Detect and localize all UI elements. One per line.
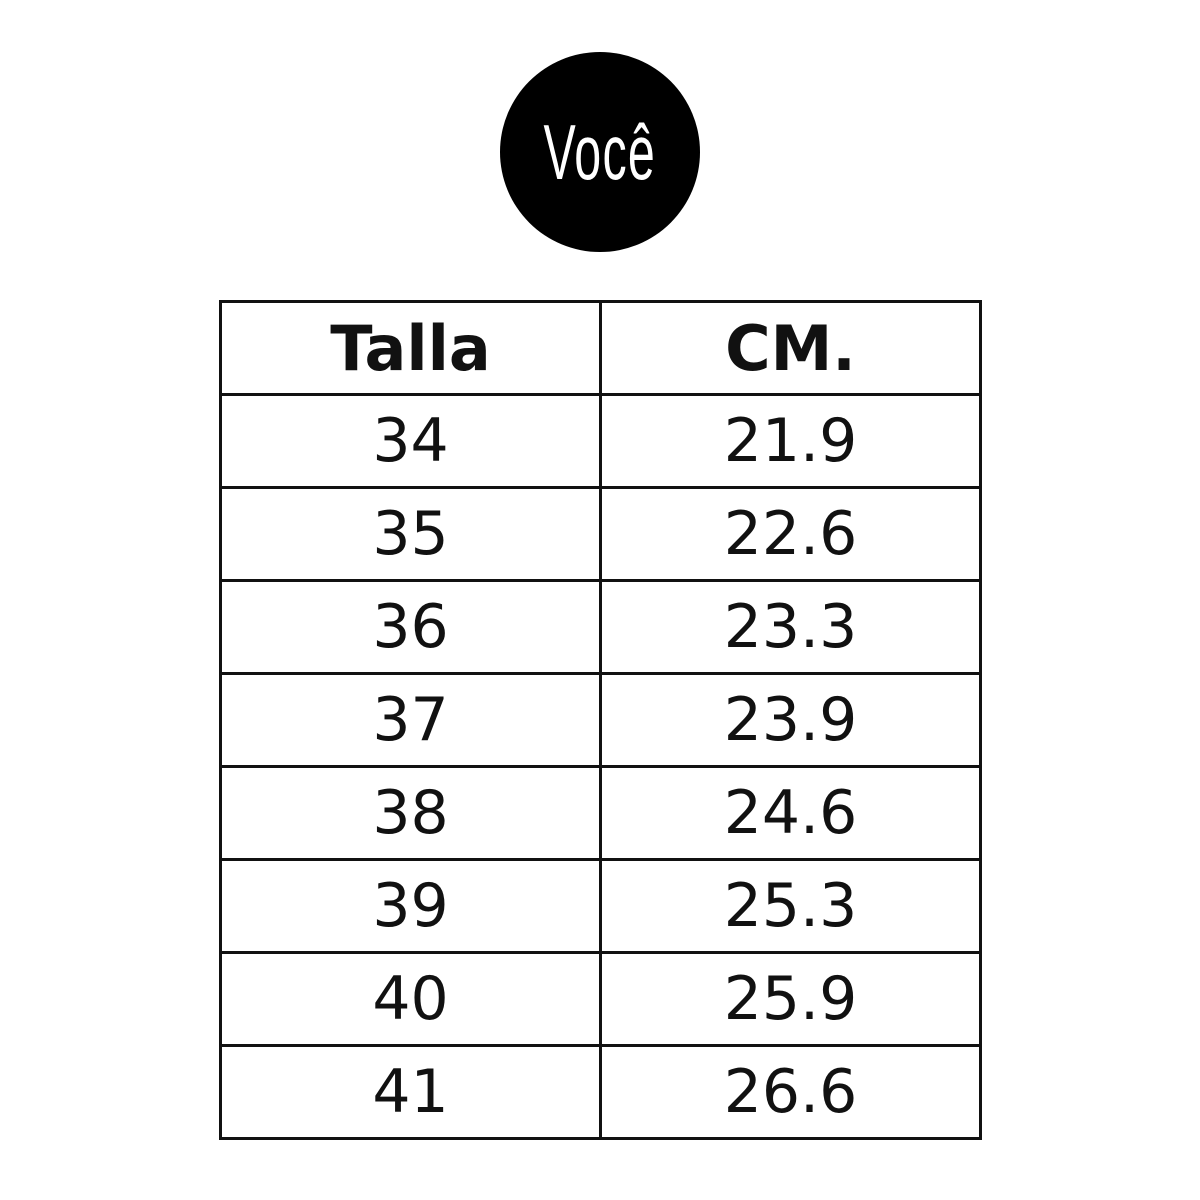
cm-cell: 25.9 [599, 951, 982, 1047]
size-cell: 41 [219, 1044, 602, 1140]
table-row: 37 23.9 [219, 672, 982, 768]
cm-cell: 22.6 [599, 486, 982, 582]
size-cell: 35 [219, 486, 602, 582]
logo-text: Você [543, 107, 657, 196]
size-cell: 40 [219, 951, 602, 1047]
size-cell: 39 [219, 858, 602, 954]
cm-cell: 24.6 [599, 765, 982, 861]
table-row: 36 23.3 [219, 579, 982, 675]
table-row: 35 22.6 [219, 486, 982, 582]
size-cell: 37 [219, 672, 602, 768]
cm-cell: 23.3 [599, 579, 982, 675]
cm-cell: 21.9 [599, 393, 982, 489]
header-row: Talla CM. [219, 300, 982, 396]
cm-cell: 23.9 [599, 672, 982, 768]
header-cm: CM. [599, 300, 982, 396]
size-cell: 34 [219, 393, 602, 489]
brand-logo: Você [500, 52, 700, 252]
table-row: 38 24.6 [219, 765, 982, 861]
cm-cell: 26.6 [599, 1044, 982, 1140]
table-row: 40 25.9 [219, 951, 982, 1047]
size-table: Talla CM. 34 21.9 35 22.6 36 23.3 37 23.9 38 24.6… [219, 300, 982, 1140]
header-size: Talla [219, 300, 602, 396]
table-row: 41 26.6 [219, 1044, 982, 1140]
table-row: 39 25.3 [219, 858, 982, 954]
cm-cell: 25.3 [599, 858, 982, 954]
table-row: 34 21.9 [219, 393, 982, 489]
size-cell: 36 [219, 579, 602, 675]
size-cell: 38 [219, 765, 602, 861]
